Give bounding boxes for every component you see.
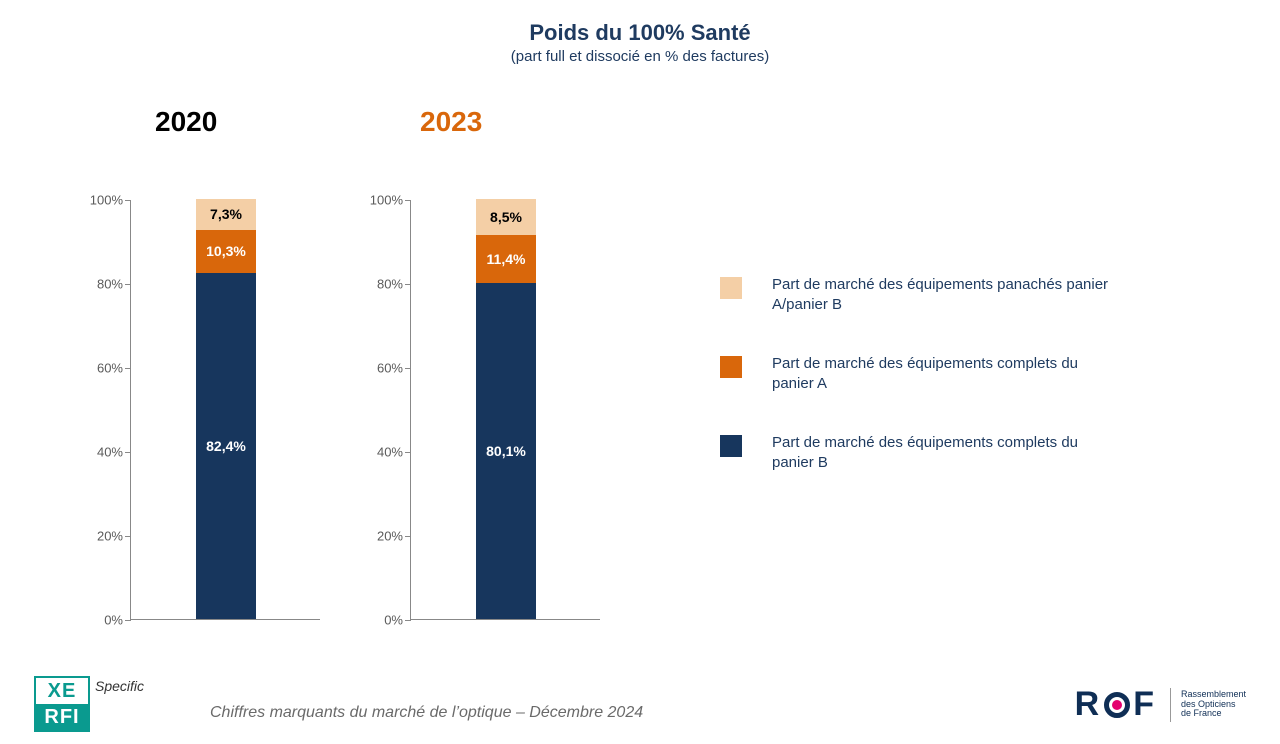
charts-area: 0% 20% 40% 60% 80% 100% 7,3% 10,3% 82,4% 0% 20% 40… bbox=[80, 190, 640, 630]
legend-text: Part de marché des équipements complets … bbox=[772, 354, 1112, 393]
bar-segment-label: 80,1% bbox=[486, 443, 526, 459]
title-block: Poids du 100% Santé (part full et dissoc… bbox=[0, 0, 1280, 65]
chart-2020: 0% 20% 40% 60% 80% 100% 7,3% 10,3% 82,4% bbox=[80, 190, 340, 630]
axis-tick-label: 60% bbox=[83, 361, 123, 376]
bar-segment-label: 11,4% bbox=[487, 251, 526, 267]
legend-item-panache: Part de marché des équipements panachés … bbox=[720, 275, 1220, 314]
plot-2023: 0%20%40%60%80%100%8,5%11,4%80,1% bbox=[410, 200, 600, 620]
footer-caption: Chiffres marquants du marché de l’optiqu… bbox=[210, 704, 643, 722]
legend-item-panier_a: Part de marché des équipements complets … bbox=[720, 354, 1220, 393]
rof-letter-o-icon bbox=[1104, 692, 1130, 718]
xerfi-specific-label: Specific bbox=[95, 678, 144, 694]
axis-tick-label: 80% bbox=[83, 277, 123, 292]
axis-tick-label: 40% bbox=[363, 445, 403, 460]
axis-tick-label: 60% bbox=[363, 361, 403, 376]
axis-tick-label: 40% bbox=[83, 445, 123, 460]
page-subtitle: (part full et dissocié en % des factures… bbox=[0, 48, 1280, 65]
chart-2023: 0% 20% 40% 60% 80% 100% 8,5% 11,4% 80,1% bbox=[360, 190, 620, 630]
legend-swatch bbox=[720, 435, 742, 457]
axis-tick-label: 100% bbox=[363, 193, 403, 208]
axis-tick-label: 80% bbox=[363, 277, 403, 292]
bar-segment-panier_a: 11,4% bbox=[476, 235, 536, 283]
bar-segment-panier_a: 10,3% bbox=[196, 230, 256, 273]
xerfi-logo-bottom: RFI bbox=[36, 704, 88, 730]
legend-item-panier_b: Part de marché des équipements complets … bbox=[720, 433, 1220, 472]
rof-letters: R F bbox=[1075, 685, 1156, 724]
rof-separator bbox=[1170, 688, 1171, 722]
bar-segment-label: 7,3% bbox=[210, 206, 242, 222]
rof-letter-r: R bbox=[1075, 685, 1102, 724]
rof-tagline: Rassemblement des Opticiens de France bbox=[1181, 690, 1246, 720]
legend-swatch bbox=[720, 356, 742, 378]
plot-2020: 0%20%40%60%80%100%7,3%10,3%82,4% bbox=[130, 200, 320, 620]
axis-tick-label: 0% bbox=[83, 613, 123, 628]
year-label-2023: 2023 bbox=[420, 106, 482, 138]
xerfi-logo: XE RFI bbox=[34, 676, 90, 732]
rof-letter-f: F bbox=[1133, 685, 1156, 724]
bar-segment-panier_b: 80,1% bbox=[476, 283, 536, 619]
axis-tick-label: 100% bbox=[83, 193, 123, 208]
bar-segment-label: 10,3% bbox=[206, 243, 246, 259]
bar-segment-panache: 8,5% bbox=[476, 199, 536, 235]
bar-segment-label: 8,5% bbox=[490, 209, 522, 225]
axis-tick-label: 0% bbox=[363, 613, 403, 628]
axis-tick-label: 20% bbox=[83, 529, 123, 544]
bar-stack: 8,5% 11,4% 80,1% bbox=[476, 199, 536, 619]
page-title: Poids du 100% Santé bbox=[0, 20, 1280, 46]
year-label-2020: 2020 bbox=[155, 106, 217, 138]
legend-text: Part de marché des équipements panachés … bbox=[772, 275, 1112, 314]
footer: XE RFI Specific Chiffres marquants du ma… bbox=[0, 662, 1280, 732]
legend-text: Part de marché des équipements complets … bbox=[772, 433, 1112, 472]
rof-logo: R F Rassemblement des Opticiens de Franc… bbox=[1075, 685, 1246, 724]
xerfi-logo-top: XE bbox=[36, 678, 88, 704]
axis-tick-label: 20% bbox=[363, 529, 403, 544]
bar-stack: 7,3% 10,3% 82,4% bbox=[196, 199, 256, 619]
legend-swatch bbox=[720, 277, 742, 299]
bar-segment-label: 82,4% bbox=[206, 438, 246, 454]
bar-segment-panache: 7,3% bbox=[196, 199, 256, 230]
legend: Part de marché des équipements panachés … bbox=[720, 275, 1220, 512]
bar-segment-panier_b: 82,4% bbox=[196, 273, 256, 619]
